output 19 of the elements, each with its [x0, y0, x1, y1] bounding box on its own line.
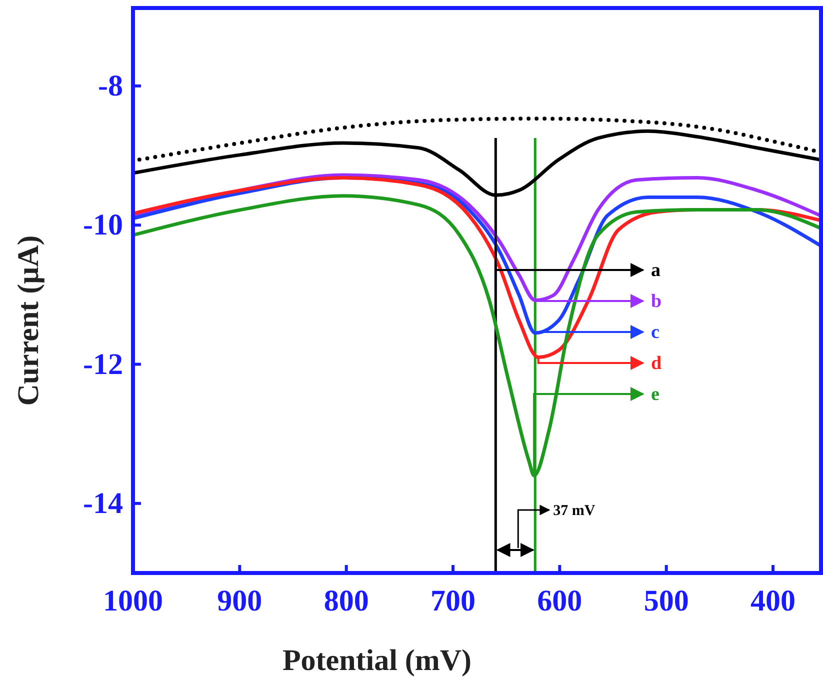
x-tick-label: 400 — [750, 584, 796, 618]
x-tick-label: 700 — [430, 584, 476, 618]
text: a — [651, 260, 661, 281]
x-tick-label: 600 — [537, 584, 582, 618]
y-tick-label: -8 — [98, 70, 123, 103]
x-tick-label: 800 — [324, 584, 369, 618]
y-tick-label: -14 — [83, 487, 123, 520]
text: b — [651, 291, 662, 312]
annotation: 37 mV — [553, 503, 596, 519]
text: e — [651, 384, 660, 405]
text: d — [651, 353, 662, 374]
text: c — [651, 322, 660, 343]
x-tick-label: 500 — [644, 584, 689, 618]
x-tick-label: 1000 — [103, 584, 163, 618]
x-tick-label: 900 — [217, 584, 262, 618]
y-tick-label: -12 — [83, 348, 123, 381]
y-axis-title: Current (μA) — [12, 235, 45, 406]
y-tick-label: -10 — [83, 208, 123, 242]
x-axis-title: Potential (mV) — [282, 644, 472, 677]
